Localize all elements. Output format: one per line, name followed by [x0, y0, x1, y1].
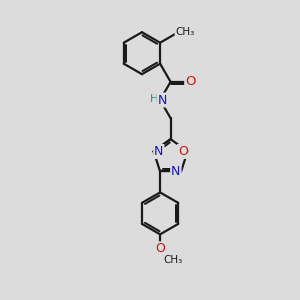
Text: N: N [158, 94, 167, 106]
Text: H: H [150, 94, 159, 104]
Text: CH₃: CH₃ [163, 255, 182, 265]
Text: O: O [178, 145, 188, 158]
Text: O: O [155, 242, 165, 255]
Text: N: N [154, 145, 164, 158]
Text: O: O [185, 75, 196, 88]
Text: CH₃: CH₃ [176, 27, 195, 37]
Text: N: N [171, 165, 181, 178]
